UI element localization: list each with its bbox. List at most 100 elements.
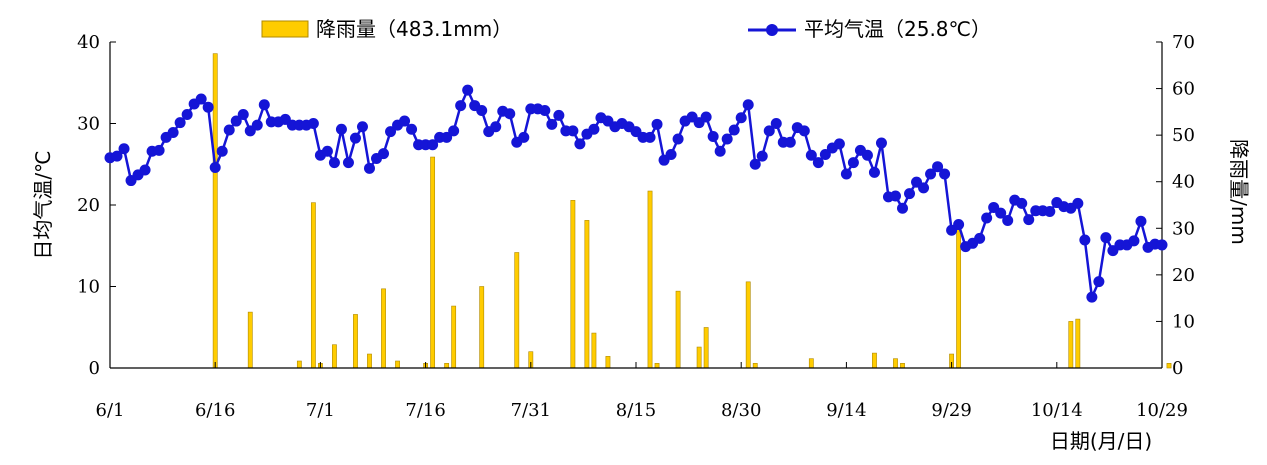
rain-bar <box>808 358 814 369</box>
temperature-point <box>784 136 796 148</box>
rain-bar <box>353 314 358 369</box>
rain-bar <box>444 363 450 369</box>
rain-bar <box>296 360 302 369</box>
y-axis-left-title: 日均气温/℃ <box>31 150 55 259</box>
temperature-point <box>770 118 782 129</box>
legend-rain-label: 降雨量（483.1mm） <box>316 17 512 41</box>
temperature-point <box>918 182 930 194</box>
temperature-point <box>307 118 319 129</box>
temperature-line <box>104 84 1168 303</box>
temperature-point <box>665 148 677 160</box>
rain-bar <box>956 227 962 369</box>
temperature-point <box>1044 206 1056 218</box>
rain-bar <box>451 305 457 369</box>
y-right-tick-label: 40 <box>1172 172 1195 193</box>
temperature-point <box>1128 235 1140 247</box>
temperature-point <box>700 111 712 123</box>
legend-temp-label: 平均气温（25.8℃） <box>804 17 991 41</box>
temperature-point <box>349 132 361 144</box>
temperature-point <box>1002 214 1014 226</box>
temperature-point <box>202 101 214 113</box>
temperature-point <box>153 144 165 156</box>
temperature-point <box>1072 197 1084 209</box>
y-left-tick-label: 10 <box>77 277 100 298</box>
legend: 降雨量（483.1mm） 平均气温（25.8℃） <box>261 17 991 41</box>
temperature-point <box>833 138 845 150</box>
temperature-point <box>1079 234 1091 246</box>
x-tick-label: 6/1 <box>96 400 125 421</box>
temperature-point <box>427 139 439 151</box>
temperature-point <box>932 161 944 173</box>
rain-bar <box>1068 321 1074 369</box>
temperature-point <box>216 145 228 157</box>
rain-bar <box>367 353 372 369</box>
rain-bar <box>514 252 520 369</box>
y-right-tick-label: 60 <box>1172 79 1195 100</box>
temperature-point <box>721 133 733 145</box>
temperature-point <box>1016 197 1028 209</box>
temperature-point <box>335 123 347 135</box>
rain-bar <box>900 363 905 369</box>
rain-bar <box>654 363 660 369</box>
temperature-point <box>455 100 467 112</box>
temperature-point <box>889 190 901 202</box>
temperature-point <box>847 157 859 169</box>
temperature-point <box>939 168 951 180</box>
x-axis-title: 日期(月/日) <box>1050 429 1152 453</box>
temperature-point <box>749 158 761 170</box>
temperature-point <box>321 145 333 157</box>
y-right-tick-label: 20 <box>1172 265 1195 286</box>
temperature-point <box>981 212 993 224</box>
rain-bar <box>212 53 218 369</box>
temperature-point <box>644 131 656 143</box>
temperature-point <box>251 119 263 131</box>
temperature-point <box>904 188 916 200</box>
temperature-point <box>462 84 474 96</box>
temperature-point <box>588 123 600 135</box>
temperature-point <box>539 104 551 116</box>
temperature-point <box>897 202 909 214</box>
rain-bar <box>332 344 337 369</box>
y-right-tick-label: 30 <box>1172 218 1195 239</box>
temperature-point <box>111 150 123 162</box>
y-right-tick-label: 70 <box>1172 32 1195 53</box>
temperature-point <box>230 115 242 127</box>
rain-bar <box>584 220 590 369</box>
temperature-point <box>1093 276 1105 288</box>
x-tick-label: 8/30 <box>721 400 761 421</box>
temperature-point <box>812 157 824 169</box>
rain-bar <box>703 327 709 369</box>
x-tick-label: 7/16 <box>405 400 445 421</box>
temperature-point <box>356 121 368 133</box>
x-tick-label: 8/15 <box>616 400 656 421</box>
temperature-point <box>574 138 586 150</box>
temperature-point <box>728 124 740 136</box>
rain-bar <box>893 358 898 369</box>
temperature-point <box>139 164 151 176</box>
y-right-tick-label: 50 <box>1172 125 1195 146</box>
temperature-point <box>1135 215 1147 227</box>
rain-bar <box>675 290 681 369</box>
temperature-point <box>378 148 390 160</box>
temperature-point <box>953 219 965 231</box>
temperature-point <box>1086 291 1098 303</box>
y-right-tick-label: 0 <box>1172 358 1183 379</box>
temperature-point <box>181 109 193 121</box>
rain-bar <box>745 281 751 369</box>
y-left-tick-label: 20 <box>77 195 100 216</box>
rain-bar <box>872 352 877 369</box>
temperature-point <box>651 118 663 130</box>
x-tick-label: 6/16 <box>195 400 235 421</box>
legend-temp-marker <box>766 24 778 36</box>
temperature-point <box>518 131 530 143</box>
rain-bar <box>647 190 653 369</box>
rain-bar <box>430 156 436 369</box>
x-tick-label: 10/14 <box>1031 400 1083 421</box>
temperature-point <box>707 131 719 143</box>
temperature-point <box>490 121 502 133</box>
y-left-tick-label: 30 <box>77 114 100 135</box>
temperature-point <box>1100 232 1112 244</box>
temperature-point <box>553 109 565 121</box>
temperature-point <box>209 162 221 174</box>
